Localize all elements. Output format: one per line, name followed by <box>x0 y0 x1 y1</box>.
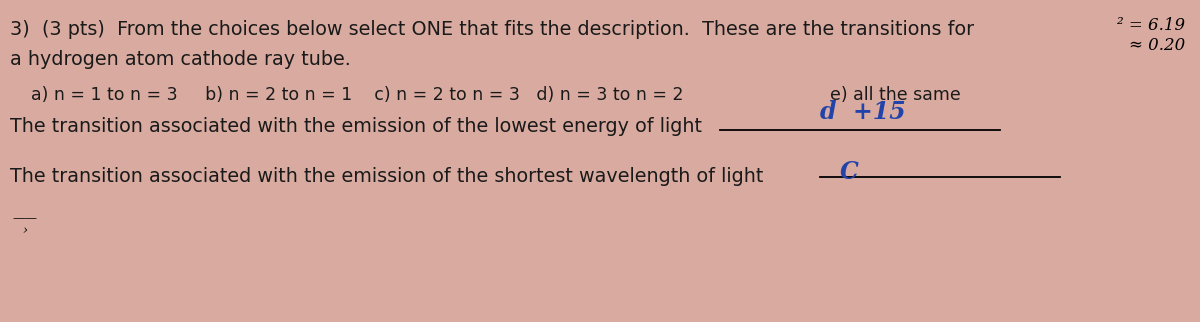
Text: d  +15: d +15 <box>820 100 906 124</box>
Text: ² = 6.19: ² = 6.19 <box>1117 17 1186 34</box>
Text: e) all the same: e) all the same <box>830 86 961 104</box>
Text: C: C <box>840 160 859 184</box>
Text: ›: › <box>22 224 28 237</box>
Text: a) n = 1 to n = 3     b) n = 2 to n = 1    c) n = 2 to n = 3   d) n = 3 to n = 2: a) n = 1 to n = 3 b) n = 2 to n = 1 c) n… <box>20 86 684 104</box>
Text: ——: —— <box>12 212 37 225</box>
Text: The transition associated with the emission of the lowest energy of light: The transition associated with the emiss… <box>10 117 702 136</box>
Text: a hydrogen atom cathode ray tube.: a hydrogen atom cathode ray tube. <box>10 50 350 69</box>
Text: ≈ 0.20: ≈ 0.20 <box>1129 37 1186 54</box>
Text: The transition associated with the emission of the shortest wavelength of light: The transition associated with the emiss… <box>10 167 763 186</box>
Text: 3)  (3 pts)  From the choices below select ONE that fits the description.  These: 3) (3 pts) From the choices below select… <box>10 20 974 39</box>
